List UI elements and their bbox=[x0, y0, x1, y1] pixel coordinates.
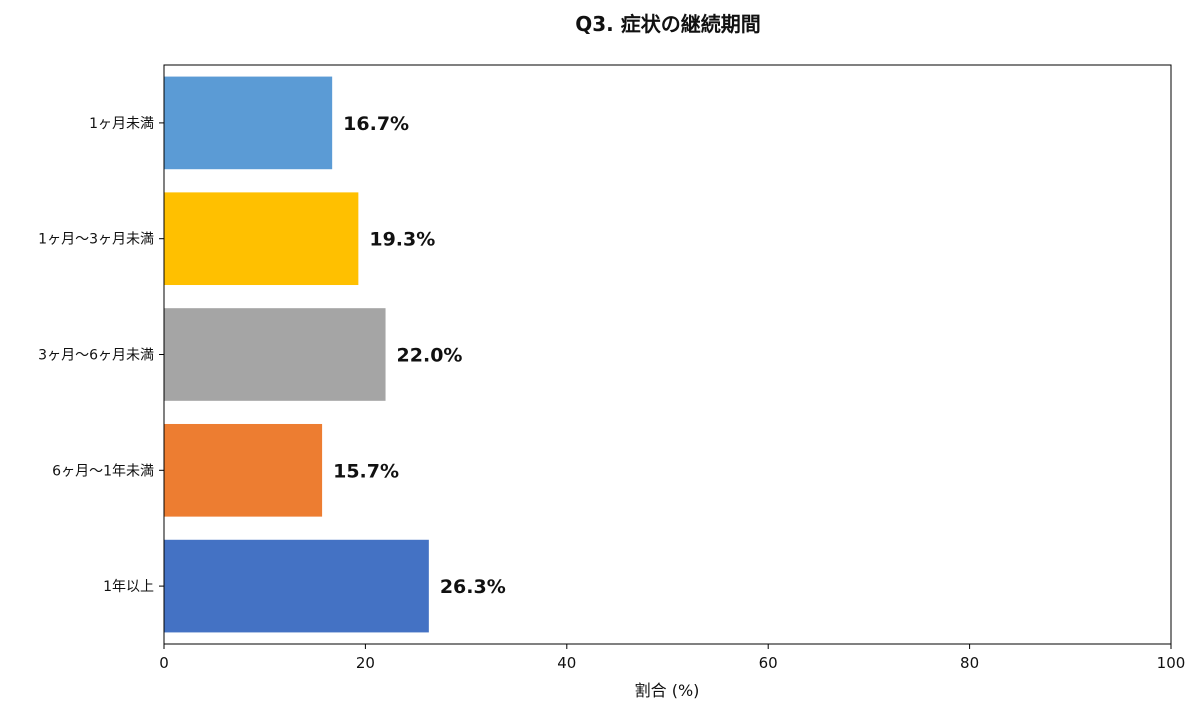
chart-title: Q3. 症状の継続期間 bbox=[575, 12, 761, 36]
value-labels-group: 16.7% 19.3% 22.0% 15.7% 26.3% bbox=[333, 113, 506, 598]
x-ticks-group: 0 20 40 60 80 100 bbox=[159, 644, 1185, 672]
bar bbox=[164, 423, 323, 517]
category-label: 3ヶ月〜6ヶ月未満 bbox=[38, 348, 154, 364]
value-label: 15.7% bbox=[333, 460, 399, 482]
bars-group bbox=[164, 76, 429, 633]
x-tick-label: 0 bbox=[159, 654, 169, 672]
plot-frame bbox=[163, 64, 1172, 645]
category-label: 6ヶ月〜1年未満 bbox=[52, 463, 154, 479]
x-tick-label: 20 bbox=[356, 654, 375, 672]
bar bbox=[164, 76, 333, 170]
x-tick-label: 100 bbox=[1157, 654, 1186, 672]
value-label: 22.0% bbox=[397, 345, 463, 367]
bar bbox=[164, 539, 429, 633]
category-labels-group: 1ヶ月未満 1ヶ月〜3ヶ月未満 3ヶ月〜6ヶ月未満 6ヶ月〜1年未満 1年以上 bbox=[38, 116, 164, 595]
category-label: 1ヶ月未満 bbox=[89, 116, 154, 132]
value-label: 16.7% bbox=[343, 113, 409, 135]
category-label: 1年以上 bbox=[103, 579, 154, 595]
bar bbox=[164, 192, 359, 286]
bar bbox=[164, 308, 386, 401]
value-label: 26.3% bbox=[440, 576, 506, 598]
x-axis-label: 割合 (%) bbox=[635, 681, 700, 700]
x-tick-label: 40 bbox=[557, 654, 576, 672]
value-label: 19.3% bbox=[369, 229, 435, 251]
category-label: 1ヶ月〜3ヶ月未満 bbox=[38, 232, 154, 248]
x-tick-label: 60 bbox=[759, 654, 778, 672]
x-tick-label: 80 bbox=[960, 654, 979, 672]
